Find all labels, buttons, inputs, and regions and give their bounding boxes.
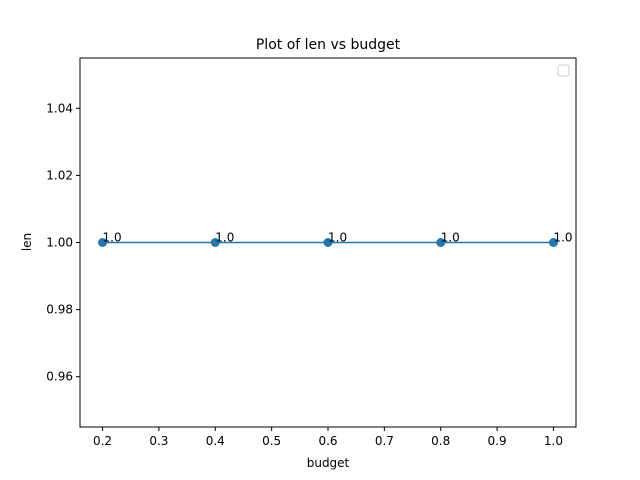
y-tick-label: 1.04 (46, 101, 73, 115)
y-tick-label: 0.98 (46, 303, 73, 317)
y-axis-label: len (20, 233, 34, 251)
data-point (548, 238, 558, 247)
chart-title: Plot of len vs budget (256, 37, 401, 53)
x-tick-label: 0.2 (93, 434, 112, 448)
x-tick-label: 0.6 (318, 434, 337, 448)
legend-box (557, 64, 570, 77)
y-tick-label: 1.00 (46, 236, 73, 250)
data-label: 1.0 (553, 231, 572, 245)
x-tick-label: 0.4 (206, 434, 225, 448)
y-tick-label: 1.02 (46, 168, 73, 182)
data-label: 1.0 (441, 231, 460, 245)
data-point (98, 238, 108, 247)
x-axis: 0.2 0.3 0.4 0.5 0.6 0.7 0.8 0.9 1.0 (93, 427, 563, 448)
x-axis-label: budget (307, 456, 350, 470)
x-tick-label: 1.0 (544, 434, 563, 448)
x-tick-label: 0.7 (375, 434, 394, 448)
data-label: 1.0 (103, 231, 122, 245)
data-point (323, 238, 333, 247)
data-point (436, 238, 446, 247)
data-label: 1.0 (215, 231, 234, 245)
y-tick-label: 0.96 (46, 370, 73, 384)
plot-content: 1.0 1.0 1.0 1.0 1.0 (98, 231, 573, 247)
x-tick-label: 0.9 (488, 434, 507, 448)
x-tick-label: 0.3 (149, 434, 168, 448)
x-tick-label: 0.8 (431, 434, 450, 448)
data-point (210, 238, 220, 247)
x-tick-label: 0.5 (262, 434, 281, 448)
data-label: 1.0 (328, 231, 347, 245)
y-axis: 0.96 0.98 1.00 1.02 1.04 (46, 101, 80, 384)
